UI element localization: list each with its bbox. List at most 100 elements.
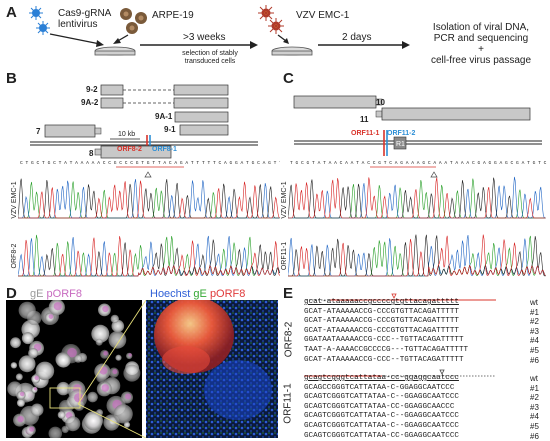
porf8-signal [53, 302, 62, 311]
alignment-sequence: gcat-ataaaaaccgccccgtgttacagattttt [304, 298, 459, 306]
lentivirus-particles-icon [29, 6, 50, 35]
clone-label: #4 [530, 336, 539, 346]
track-label-vzv-emc1-c: VZV EMC-1 [281, 181, 288, 219]
trace-channel-3 [288, 234, 546, 277]
alignment-row: GCAT-ATAAAAACCG-CCC--TGTTACAGATTTTT #6 [304, 356, 548, 366]
arrow-lentivirus [49, 33, 101, 45]
clone-label: #6 [530, 431, 539, 441]
r1-box-label: R1 [396, 141, 405, 148]
orf8-2-label: ORF8-2 [117, 146, 142, 153]
alignment-sequence: GCAT-ATAAAAACCG-CCCGTGTTACAGATTTTT [304, 307, 459, 316]
alignment-row: GGATAATAAAAACCG-CCC--TGTTACAGATTTTT #4 [304, 336, 548, 346]
alignment-row: GCAT-ATAAAAACCG-CCCGTGTTACAGATTTTT #2 [304, 317, 548, 327]
porf8-signal [20, 391, 25, 397]
trace-channel-0 [18, 181, 280, 219]
porf8-signal [103, 351, 108, 356]
plaque [57, 411, 66, 419]
orf8-1-label: ORF8-1 [152, 146, 177, 153]
plaque [16, 398, 25, 407]
trace-channel-1 [18, 179, 280, 219]
group-label-orf11-1: ORF11-1 [282, 383, 294, 424]
trace-channel-3 [18, 180, 280, 219]
gene-label-9a-2: 9A-2 [81, 98, 99, 107]
panel-e-alignment-marks [304, 293, 496, 377]
infected-dish-icon [271, 46, 313, 56]
legend-porf8-red: pORF8 [209, 288, 246, 300]
alignment-sequence: GCAT-ATAAAAACCG-CCCGTGTTACAGATTTTT [304, 326, 459, 335]
plaque [113, 404, 133, 424]
orf11-1-alignment: gcagtcgggtcattataa-cc-ggaggcaatccc wt GCAG… [304, 374, 548, 441]
alignment-sequence: GCAGCCGGGTCATTATAA-C-GGAGGCAATCCC [304, 383, 455, 392]
plaque [83, 411, 103, 431]
alignment-sequence: GCAT-ATAAAAACCG-CCCGTGTTACAGATTTTT [304, 317, 459, 326]
plaque [61, 425, 69, 434]
trace-channel-3 [18, 236, 280, 277]
porf8-signal [17, 415, 24, 423]
gene-label-7: 7 [36, 127, 41, 136]
gene-label-9-1: 9-1 [164, 125, 176, 134]
orf8-2-alignment: gcat-ataaaaaccgccccgtgttacagattttt wt GCAT… [304, 298, 548, 365]
alignment-sequence: TAAT-A-AAAACCGCCCCG---TGTTACAGATTTTT [304, 345, 469, 354]
plaque [10, 337, 21, 349]
clone-label: #1 [530, 383, 539, 393]
track-label-orf11-1: ORF11-1 [281, 241, 288, 271]
panel-d-right-legend: Hoechst gE pORF8 [150, 288, 245, 300]
legend-ge-green: gE [193, 288, 210, 300]
alignment-sequence: gcagtcgggtcattataa-cc-ggaggcaatccc [304, 374, 459, 382]
plaque [87, 391, 98, 403]
alignment-row: TAAT-A-AAAACCGCCCCG---TGTTACAGATTTTT #5 [304, 346, 548, 356]
group-label-orf8-2: ORF8-2 [283, 321, 295, 358]
alignment-row: GCAT-ATAAAAACCG-CCCGTGTTACAGATTTTT #1 [304, 308, 548, 318]
porf8-signal [48, 314, 54, 319]
porf8-signal [34, 375, 39, 381]
isolation-label: Isolation of viral DNA, PCR and sequenci… [430, 22, 532, 66]
plaque [56, 381, 70, 396]
legend-ge: gE [30, 288, 47, 300]
gene-label-8: 8 [89, 149, 94, 158]
porf8-signal [125, 393, 131, 400]
alignment-row: GCAGTCGGGTCATTATAA-C--GGAGGCAATCCC #5 [304, 422, 548, 432]
track-label-orf8-2: ORF8-2 [11, 243, 18, 269]
plaque [30, 403, 44, 417]
alignment-row: GCAGCCGGGTCATTATAA-C-GGAGGCAATCCC #1 [304, 384, 548, 394]
track-label-vzv-emc1-b: VZV EMC-1 [11, 181, 18, 219]
plaque [108, 330, 127, 349]
alignment-row: GCAGTCGGGTCATTATAA-CC-GGAGGCAATCCC #6 [304, 432, 548, 441]
clone-label: #2 [530, 393, 539, 403]
gene-label-9a-1: 9A-1 [155, 112, 173, 121]
clone-label: #4 [530, 412, 539, 422]
gene-label-10: 10 [376, 98, 385, 107]
alignment-sequence: GCAGTCGGGTCATTATAA-C--GGAGGCAATCCC [304, 421, 459, 430]
alignment-sequence: GCAGTCGGGTCATTATAA-C--GGAGGCAATCCC [304, 412, 459, 421]
scale-bar-label: 10 kb [118, 131, 136, 138]
panel-b-chromatograms [18, 166, 280, 277]
alignment-row: gcat-ataaaaaccgccccgtgttacagattttt wt [304, 298, 548, 308]
trace-channel-3 [288, 177, 546, 219]
culture-dish-icon [94, 46, 136, 56]
plaque [35, 361, 55, 381]
panel-label-c: C [283, 70, 294, 87]
alignment-sequence: GCAT-ATAAAAACCG-CCC--TGTTACAGATTTTT [304, 355, 464, 364]
plaque [18, 355, 36, 373]
panel-label-d: D [6, 285, 17, 302]
cell-line-label: ARPE-19 [152, 10, 194, 21]
gene-label-11: 11 [360, 115, 369, 124]
clone-label: #5 [530, 345, 539, 355]
clone-label: #2 [530, 317, 539, 327]
plaque [56, 352, 71, 368]
alignment-sequence: GCAGTCGGGTCATTATAA-CC-GGAGGCAACCC [304, 402, 455, 411]
panel-d-left-legend: gE pORF8 [30, 288, 82, 300]
panel-label-e: E [283, 285, 294, 302]
selection-label: selection of stably transduced cells [182, 50, 238, 65]
panel-a-schematic [29, 5, 410, 56]
porf8-signal [33, 387, 38, 391]
plaque [91, 324, 110, 343]
plaque [15, 373, 23, 381]
weeks-label: >3 weeks [183, 32, 226, 43]
orf11-2-label: ORF11-2 [387, 130, 416, 137]
porf8-signal [102, 305, 109, 313]
plaque [110, 314, 120, 324]
panel-c-reference-sequence: T G C G T A T A A C A A T A C C G T C A … [290, 161, 548, 166]
plaque [10, 362, 18, 369]
